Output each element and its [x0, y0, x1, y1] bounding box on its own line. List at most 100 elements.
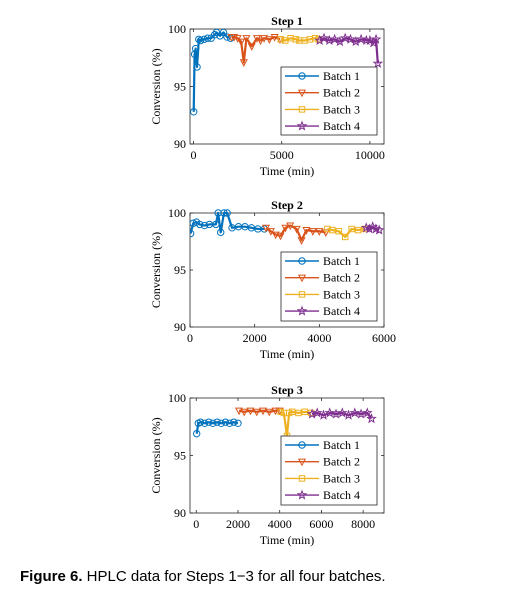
data-point — [329, 33, 340, 44]
data-point — [221, 418, 230, 426]
data-point — [372, 57, 384, 69]
data-point — [271, 231, 280, 240]
y-tick-label: 90 — [174, 137, 186, 151]
legend-marker — [297, 274, 307, 283]
y-axis-label: Conversion (%) — [149, 417, 163, 493]
data-point — [239, 59, 248, 67]
data-point — [373, 224, 384, 235]
data-point — [308, 228, 317, 236]
data-point — [193, 63, 201, 71]
data-point — [348, 225, 355, 233]
data-point — [370, 33, 382, 44]
legend: Batch 1 Batch 2 Batch 3 Batch 4 — [280, 251, 378, 322]
legend-marker — [298, 72, 306, 80]
series-line-batch-1 — [190, 211, 265, 234]
data-point — [230, 418, 238, 426]
legend-label: Batch 2 — [323, 271, 360, 285]
caption-text: HPLC data for Steps 1−3 for all four bat… — [82, 568, 386, 585]
data-point — [321, 229, 330, 237]
series-group — [192, 407, 377, 440]
data-point — [339, 32, 351, 43]
y-axis-label: Conversion (%) — [149, 232, 163, 308]
legend-label: Batch 4 — [323, 488, 360, 502]
series-line-batch-3 — [280, 37, 320, 42]
data-point — [247, 43, 256, 51]
data-point — [311, 34, 319, 42]
data-point — [329, 226, 336, 234]
legend-marker — [298, 441, 306, 449]
data-point — [225, 419, 234, 427]
data-point — [214, 209, 222, 217]
legend-marker — [296, 305, 308, 316]
data-point — [242, 35, 251, 43]
data-point — [301, 408, 308, 416]
data-point — [240, 408, 249, 417]
legend-box — [280, 66, 378, 136]
legend: Batch 1 Batch 2 Batch 3 Batch 4 — [280, 66, 378, 136]
x-tick-label: 5000 — [270, 148, 294, 162]
series-line-batch-2 — [238, 409, 280, 413]
data-point — [223, 209, 231, 217]
data-point — [217, 419, 225, 427]
legend-marker — [296, 120, 308, 131]
data-point — [200, 419, 209, 427]
chart-step-3: 0 2000 4000 6000 8000 90 95 100 Step 3 Time (min)… — [149, 383, 385, 547]
data-point — [270, 33, 279, 42]
legend-label: Batch 4 — [323, 119, 360, 133]
data-point — [192, 429, 201, 438]
series-line-batch-3 — [327, 227, 365, 239]
legend-marker — [296, 489, 308, 500]
data-point — [324, 407, 336, 418]
chart-title: Step 3 — [271, 383, 303, 397]
data-point — [318, 409, 329, 420]
data-point — [362, 407, 373, 418]
data-point — [196, 418, 205, 426]
y-tick-label: 100 — [168, 206, 186, 220]
data-point — [209, 419, 217, 427]
chart-step-2: 0 2000 4000 6000 90 95 100 Step 2 Time (min) Conv… — [149, 198, 396, 361]
data-point — [295, 409, 302, 417]
legend-label: Batch 2 — [323, 86, 360, 100]
legend-label: Batch 2 — [323, 455, 360, 469]
legend-marker — [297, 89, 307, 98]
x-tick-label: 8000 — [351, 517, 375, 531]
data-point — [355, 33, 367, 44]
data-point — [276, 232, 285, 241]
data-point — [219, 28, 228, 37]
x-tick-label: 2000 — [243, 331, 267, 345]
data-point — [297, 237, 306, 245]
data-point — [265, 408, 274, 417]
y-tick-label: 95 — [174, 449, 186, 463]
data-point — [196, 220, 204, 229]
data-point — [234, 419, 242, 427]
data-point — [190, 50, 199, 58]
data-point — [311, 407, 323, 418]
legend-label: Batch 3 — [323, 287, 360, 301]
data-point — [281, 224, 290, 233]
legend: Batch 1 Batch 2 Batch 3 Batch 4 — [280, 435, 378, 506]
data-point — [366, 413, 377, 424]
data-point — [190, 108, 198, 116]
y-tick-label: 100 — [168, 391, 186, 405]
x-tick-label: 10000 — [355, 148, 385, 162]
data-point — [237, 38, 246, 47]
data-point — [200, 221, 209, 230]
figure-caption: Figure 6. HPLC data for Steps 1−3 for al… — [20, 568, 386, 585]
data-point — [213, 418, 221, 426]
data-point — [286, 222, 295, 231]
x-tick-label: 4000 — [268, 517, 292, 531]
data-point — [226, 34, 235, 42]
data-point — [324, 225, 331, 233]
data-point — [205, 418, 213, 426]
legend-label: Batch 1 — [323, 438, 360, 452]
data-point — [345, 33, 356, 44]
series-group — [190, 209, 384, 245]
y-axis-label: Conversion (%) — [149, 48, 163, 124]
chart-title: Step 2 — [271, 198, 303, 212]
data-point — [260, 35, 269, 43]
data-point — [256, 37, 265, 46]
legend-label: Batch 4 — [323, 304, 360, 318]
data-point — [288, 408, 296, 416]
data-point — [217, 228, 225, 237]
